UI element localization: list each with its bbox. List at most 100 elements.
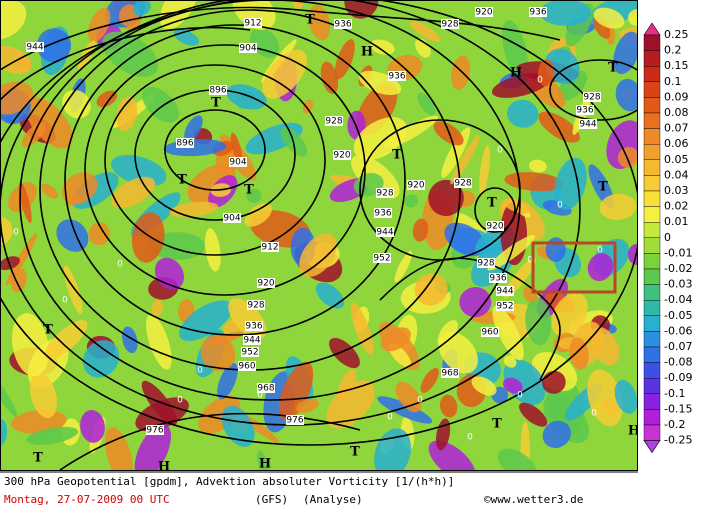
contour-label: 944 bbox=[243, 336, 260, 346]
low-marker: T bbox=[608, 61, 618, 76]
high-marker: H bbox=[510, 66, 522, 81]
vorticity-patch bbox=[29, 372, 57, 419]
contour-label: 904 bbox=[223, 214, 240, 224]
contour-label-bg bbox=[238, 361, 256, 371]
vorticity-patch bbox=[471, 376, 497, 396]
vorticity-patch bbox=[497, 448, 537, 471]
vorticity-patch bbox=[184, 115, 203, 142]
colorbar-swatch bbox=[643, 378, 661, 395]
colorbar-label: -0.05 bbox=[664, 309, 692, 322]
colorbar-swatch bbox=[643, 253, 661, 270]
contour-label: 920 bbox=[333, 151, 350, 161]
contour-label: 912 bbox=[244, 19, 261, 29]
vorticity-patch bbox=[628, 9, 638, 26]
vorticity-patch bbox=[200, 334, 236, 372]
vorticity-patch bbox=[250, 28, 280, 58]
high-marker: H bbox=[361, 45, 373, 60]
low-marker: T bbox=[43, 323, 53, 338]
vorticity-patch bbox=[414, 273, 448, 306]
footer-title: 300 hPa Geopotential [gpdm], Advektion a… bbox=[4, 475, 454, 488]
vorticity-patch bbox=[377, 396, 433, 424]
colorbar-label: -0.01 bbox=[664, 246, 692, 259]
vorticity-patch bbox=[353, 117, 407, 161]
vorticity-patch bbox=[613, 31, 638, 75]
contour-label-bg bbox=[244, 18, 262, 28]
vorticity-patch bbox=[221, 405, 255, 447]
vorticity-patch bbox=[439, 394, 458, 418]
vorticity-patch bbox=[593, 16, 611, 39]
colorbar-swatch bbox=[643, 81, 661, 98]
colorbar-swatch bbox=[643, 34, 661, 51]
contour-label-bg bbox=[374, 208, 392, 218]
vorticity-patch bbox=[557, 70, 588, 101]
vorticity-patch bbox=[617, 146, 638, 168]
vorticity-patch bbox=[36, 28, 72, 63]
contour-label: 968 bbox=[441, 369, 458, 379]
colorbar-label: 0.2 bbox=[664, 44, 682, 57]
contour-label-bg bbox=[261, 242, 279, 252]
vorticity-patch bbox=[503, 359, 546, 406]
colorbar-swatch bbox=[643, 159, 661, 176]
contour-label-bg bbox=[245, 321, 263, 331]
colorbar-arrow bbox=[643, 440, 661, 454]
contour-label: 928 bbox=[325, 117, 342, 127]
vorticity-patch bbox=[18, 181, 32, 224]
zero-label: 0 bbox=[387, 413, 393, 423]
contour-label-bg bbox=[441, 368, 459, 378]
contour-label-bg bbox=[286, 415, 304, 425]
low-marker: T bbox=[211, 96, 221, 111]
zero-label: 0 bbox=[197, 366, 203, 376]
contour-label-bg bbox=[477, 258, 495, 268]
colorbar-label: 0.08 bbox=[664, 106, 689, 119]
contour-label: 976 bbox=[286, 416, 303, 426]
vorticity-patch bbox=[132, 0, 151, 16]
zero-label: 0 bbox=[62, 296, 68, 306]
colorbar-swatch bbox=[643, 221, 661, 238]
contour-label: 944 bbox=[579, 120, 596, 130]
low-marker: T bbox=[350, 445, 360, 460]
vorticity-patch bbox=[428, 179, 464, 216]
vorticity-patch bbox=[26, 426, 79, 445]
vorticity-patch bbox=[538, 111, 580, 143]
vorticity-patch bbox=[82, 340, 120, 378]
colorbar-swatch bbox=[643, 284, 661, 301]
colorbar-label: 0.09 bbox=[664, 90, 689, 103]
vorticity-patch bbox=[587, 369, 623, 427]
vorticity-patch bbox=[0, 0, 27, 40]
contour-label-bg bbox=[579, 119, 597, 129]
vorticity-patch bbox=[380, 327, 411, 352]
contour-label: 896 bbox=[209, 86, 226, 96]
low-marker: T bbox=[177, 173, 187, 188]
contour-label: 936 bbox=[529, 8, 546, 18]
vorticity-patch bbox=[217, 362, 238, 400]
contour-label: 896 bbox=[176, 139, 193, 149]
contour-label-bg bbox=[407, 180, 425, 190]
contour-label-bg bbox=[334, 19, 352, 29]
vorticity-patch bbox=[350, 302, 374, 355]
vorticity-patch bbox=[96, 90, 118, 108]
vorticity-patch bbox=[459, 287, 492, 318]
contour-label-bg bbox=[376, 227, 394, 237]
low-marker: T bbox=[244, 183, 254, 198]
contour-label-bg bbox=[243, 335, 261, 345]
colorbar-swatch bbox=[643, 112, 661, 129]
vorticity-patch bbox=[116, 96, 138, 132]
high-marker: H bbox=[628, 424, 640, 439]
contour-label-bg bbox=[576, 105, 594, 115]
vorticity-patch bbox=[450, 135, 480, 185]
vorticity-patch bbox=[404, 194, 419, 208]
vorticity-patch bbox=[10, 268, 27, 293]
contour-label: 944 bbox=[26, 43, 43, 53]
vorticity-patch bbox=[451, 55, 471, 90]
vorticity-patch bbox=[0, 46, 32, 75]
colorbar-label: 0.03 bbox=[664, 184, 689, 197]
contour-label-bg bbox=[496, 301, 514, 311]
vorticity-patch bbox=[615, 78, 638, 112]
zero-label: 0 bbox=[257, 391, 263, 401]
vorticity-patch bbox=[142, 87, 179, 123]
contour-label-bg bbox=[146, 425, 164, 435]
contour-label: 928 bbox=[477, 259, 494, 269]
map-area: 944 904 912 896 896 904 904 912 920 928 936 944 952 9… bbox=[0, 0, 640, 471]
colorbar-label: 0.05 bbox=[664, 153, 689, 166]
colorbar-swatch bbox=[643, 331, 661, 348]
